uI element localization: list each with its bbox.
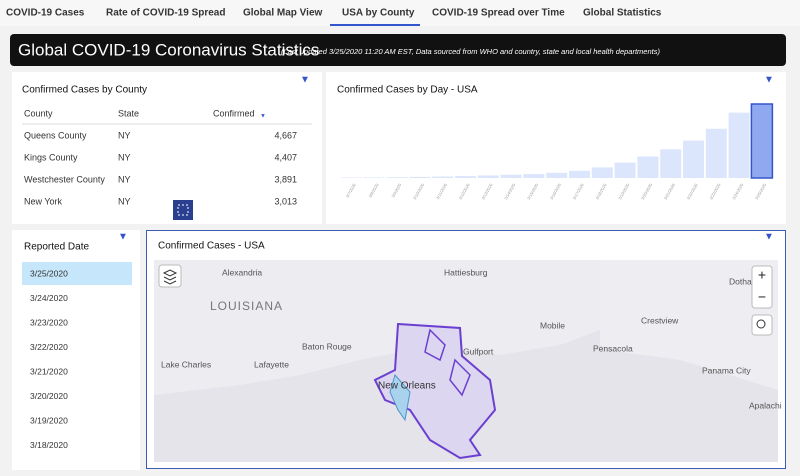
place-label: Lafayette: [254, 359, 289, 369]
bar: [500, 174, 522, 178]
bar: [523, 174, 545, 178]
cell: NY: [118, 152, 131, 162]
tab[interactable]: Rate of COVID-19 Spread: [106, 8, 225, 19]
date-item[interactable]: 3/22/2020: [30, 342, 68, 352]
place-label: Gulfport: [463, 346, 494, 356]
bar: [728, 112, 750, 178]
filter-icon[interactable]: ▼: [300, 75, 310, 86]
land: [154, 260, 600, 395]
filter-icon[interactable]: ▼: [764, 75, 774, 86]
header-title: Global COVID-19 Coronavirus Statistics: [18, 40, 319, 59]
bar: [455, 176, 476, 178]
region-border: [424, 328, 471, 397]
tab-underline: [330, 24, 420, 26]
cell: 3,013: [274, 196, 297, 206]
bar: [637, 156, 659, 178]
place-label: Pensacola: [593, 343, 633, 353]
land: [600, 260, 778, 390]
date-item[interactable]: 3/20/2020: [30, 391, 68, 401]
column-header[interactable]: Confirmed: [213, 108, 255, 118]
place-label: Panama City: [702, 365, 751, 375]
panel-title: Confirmed Cases by County: [22, 85, 147, 96]
bar: [363, 177, 385, 178]
selected-row: [22, 262, 132, 285]
cell: NY: [118, 174, 131, 184]
filter-icon[interactable]: ▼: [118, 232, 128, 243]
zoom-in[interactable]: +: [758, 267, 766, 283]
tab[interactable]: Global Statistics: [583, 8, 662, 19]
cell: Kings County: [24, 152, 78, 162]
bar: [683, 140, 704, 178]
date-item[interactable]: 3/18/2020: [30, 440, 68, 450]
bar: [477, 175, 499, 178]
bar: [569, 170, 590, 178]
bar: [660, 149, 682, 178]
selection-tool[interactable]: [173, 200, 193, 220]
place-label: Crestview: [641, 315, 679, 325]
column-header[interactable]: County: [24, 108, 53, 118]
bar: [409, 176, 431, 178]
place-label: New Orleans: [378, 381, 436, 392]
place-label: Baton Rouge: [302, 341, 352, 351]
bar: [705, 128, 727, 178]
tab[interactable]: COVID-19 Cases: [6, 8, 85, 19]
date-item[interactable]: 3/21/2020: [30, 366, 68, 376]
header-subtitle: (Last updated 3/25/2020 11:20 AM EST, Da…: [281, 47, 660, 56]
place-label: Dotha: [729, 276, 752, 286]
layers-icon: [162, 269, 178, 285]
search-icon: [756, 319, 766, 329]
bar: [750, 103, 774, 179]
search-button[interactable]: [751, 314, 773, 336]
cell: Queens County: [24, 130, 87, 140]
column-header[interactable]: State: [118, 108, 139, 118]
place-label: Alexandria: [222, 267, 262, 277]
date-item[interactable]: 3/25/2020: [30, 268, 68, 278]
panel-title: Reported Date: [24, 242, 89, 253]
cell: 4,667: [274, 130, 297, 140]
chart-title: Confirmed Cases by Day - USA: [337, 85, 478, 96]
date-item[interactable]: 3/24/2020: [30, 293, 68, 303]
place-label: Hattiesburg: [444, 267, 488, 277]
bar: [591, 167, 613, 178]
date-item[interactable]: 3/23/2020: [30, 317, 68, 327]
cell: 4,407: [274, 152, 297, 162]
tab-active[interactable]: USA by County: [342, 8, 415, 19]
panel-title: Confirmed Cases - USA: [158, 241, 265, 252]
tab[interactable]: COVID-19 Spread over Time: [432, 8, 565, 19]
tab-bar: [0, 0, 800, 26]
place-label: Apalachi: [749, 400, 782, 410]
region: [389, 373, 411, 422]
zoom-out[interactable]: −: [758, 289, 766, 305]
panel: [12, 72, 322, 224]
zoom-control: [751, 265, 773, 309]
tab[interactable]: Global Map View: [243, 8, 322, 19]
bar: [546, 172, 568, 178]
date-item[interactable]: 3/19/2020: [30, 415, 68, 425]
bar: [386, 177, 408, 178]
header-bar: [10, 34, 786, 66]
selection-icon: [177, 204, 189, 216]
state-label: LOUISIANA: [210, 299, 283, 313]
cell: NY: [118, 196, 131, 206]
cell: 3,891: [274, 174, 297, 184]
region: [373, 322, 497, 460]
bar: [614, 162, 636, 178]
filter-icon[interactable]: ▼: [764, 232, 774, 243]
place-label: Mobile: [540, 320, 565, 330]
place-label: Lake Charles: [161, 359, 211, 369]
bar: [432, 176, 454, 178]
cell: New York: [24, 196, 63, 206]
cell: Westchester County: [24, 174, 105, 184]
sort-icon[interactable]: ▼: [260, 114, 266, 120]
cell: NY: [118, 130, 131, 140]
